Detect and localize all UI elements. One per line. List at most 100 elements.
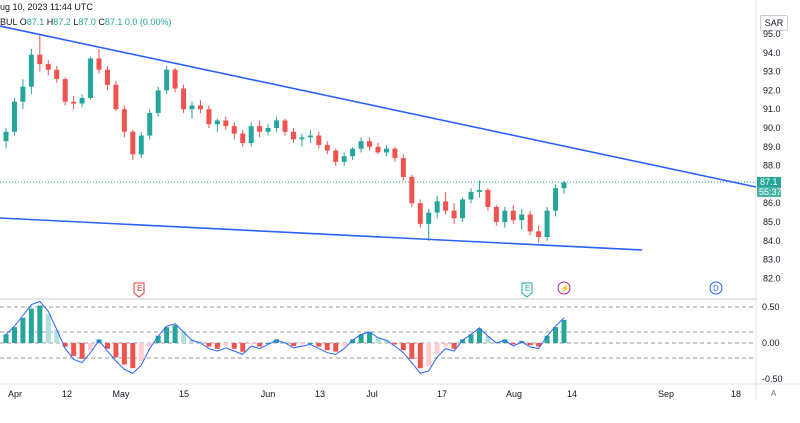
osc-bar — [417, 343, 423, 369]
candle — [417, 199, 423, 228]
price-tick: 93.0 — [763, 67, 781, 77]
candle — [147, 109, 153, 140]
candle — [164, 65, 170, 95]
candle — [172, 67, 178, 93]
candle — [392, 146, 398, 162]
open-value: 87.1 — [26, 17, 45, 27]
price-tick: 92.0 — [763, 85, 781, 95]
price-tick: 83.0 — [763, 255, 781, 265]
event-split[interactable]: ⚡ — [557, 281, 571, 295]
lower-trendline[interactable] — [0, 217, 643, 251]
candle — [20, 79, 26, 110]
osc-bar — [257, 343, 263, 347]
time-tick: Sep — [658, 389, 674, 399]
time-axis[interactable]: Apr 12 May 15 Jun 13 Jul 17 Aug 14 Sep 18 — [8, 389, 741, 399]
oscillator-axis[interactable]: 0.50 0.00 -0.50 — [762, 302, 783, 384]
candle — [257, 120, 263, 138]
price-tick: 88.0 — [763, 161, 781, 171]
price-tick: 95.0 — [763, 29, 781, 39]
osc-bar — [240, 343, 246, 352]
osc-bar — [79, 343, 85, 359]
osc-bar — [358, 334, 364, 343]
price-tick: 82.0 — [763, 273, 781, 283]
time-tick: Apr — [8, 389, 22, 399]
candle — [290, 128, 296, 144]
candle — [155, 86, 161, 117]
close-value: 87.1 — [104, 17, 123, 27]
osc-bar — [460, 339, 466, 343]
osc-bar — [316, 343, 322, 347]
osc-bar — [62, 343, 68, 347]
candle — [274, 116, 280, 132]
time-tick: May — [112, 389, 130, 399]
currency-button[interactable]: SAR — [760, 15, 788, 31]
candle — [434, 195, 440, 219]
oscillator-line — [5, 300, 565, 375]
candlestick-series[interactable] — [3, 34, 567, 243]
candle — [383, 144, 389, 157]
event-dividend[interactable]: D — [709, 281, 723, 295]
event-earnings-1[interactable]: E — [133, 282, 145, 298]
candle — [121, 105, 127, 138]
candle — [316, 131, 322, 149]
osc-tick: 0.50 — [762, 302, 780, 312]
osc-bar — [290, 343, 296, 346]
candle — [358, 137, 364, 153]
osc-bar — [223, 343, 229, 346]
candle — [28, 49, 34, 95]
osc-bar — [121, 343, 127, 365]
osc-bar — [383, 339, 389, 343]
osc-bar — [248, 343, 254, 345]
time-tick: 18 — [731, 389, 741, 399]
open-label: O — [19, 17, 27, 27]
osc-bar — [426, 343, 432, 367]
osc-bar — [28, 308, 34, 343]
candle — [476, 180, 482, 198]
price-axis[interactable]: 95.0 94.0 93.0 92.0 91.0 90.0 89.0 88.0 86.0 85.0… — [763, 29, 781, 283]
high-label: H — [46, 17, 54, 27]
candle — [333, 148, 339, 166]
candle — [400, 154, 406, 181]
candle — [71, 96, 77, 110]
candle — [240, 129, 246, 147]
candle — [510, 205, 516, 224]
osc-bar — [96, 339, 102, 343]
candle — [130, 129, 136, 160]
symbol-label[interactable]: BUL — [0, 17, 18, 27]
price-tick: 94.0 — [763, 48, 781, 58]
osc-bar — [155, 335, 161, 343]
countdown-badge — [757, 187, 781, 197]
candle — [3, 128, 9, 149]
upper-trendline[interactable] — [0, 25, 757, 188]
osc-bar — [88, 343, 94, 351]
candle — [341, 152, 347, 166]
osc-bar — [443, 343, 449, 347]
osc-bar — [324, 343, 330, 351]
osc-bar — [130, 343, 136, 369]
candle — [37, 34, 43, 72]
osc-bar — [164, 327, 170, 343]
candle — [214, 118, 220, 132]
price-tick: 91.0 — [763, 104, 781, 114]
auto-scale-button[interactable]: A — [771, 389, 777, 398]
price-tick: 84.0 — [763, 236, 781, 246]
candle — [197, 99, 203, 113]
candle — [299, 133, 305, 147]
candle — [206, 105, 212, 128]
candle — [350, 146, 356, 160]
osc-bar — [54, 330, 60, 343]
candle — [11, 97, 17, 136]
osc-bar — [265, 343, 271, 344]
date-label: ug 10, 2023 11:44 UTC — [0, 2, 93, 12]
low-value: 87.0 — [78, 17, 96, 27]
osc-bar — [367, 332, 373, 343]
candle — [426, 208, 432, 241]
dividend-icon — [709, 281, 723, 295]
osc-bar — [476, 328, 482, 343]
event-earnings-2-label: E — [525, 284, 530, 293]
osc-bar — [502, 339, 508, 343]
osc-bar — [434, 343, 440, 354]
event-earnings-2[interactable]: E — [521, 282, 533, 298]
change-value: 0.0 (0.00%) — [124, 17, 172, 27]
